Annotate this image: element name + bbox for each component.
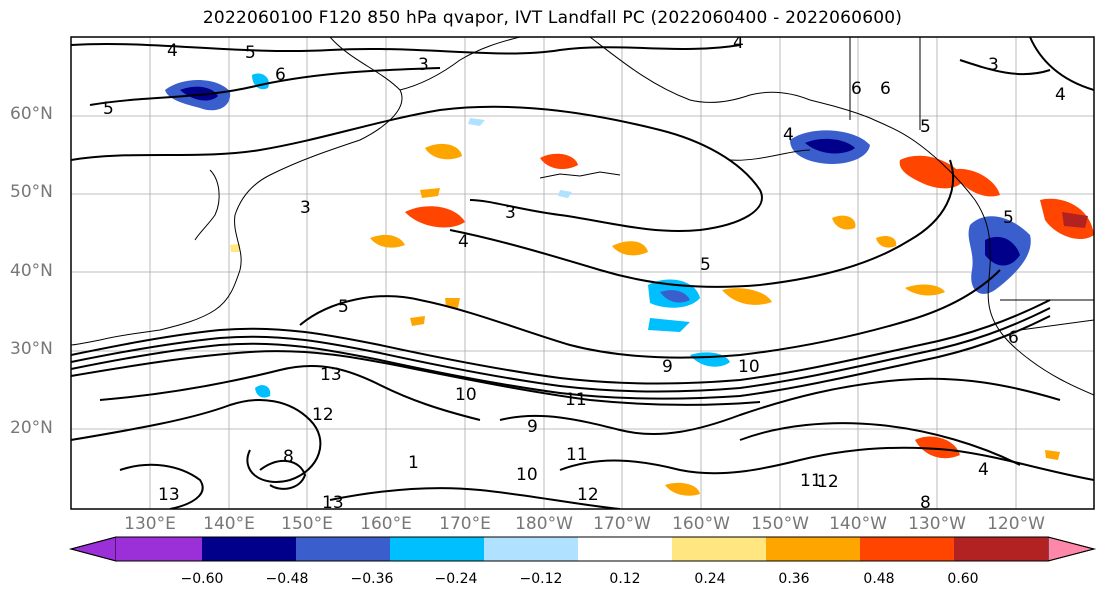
colorbar-swatch: [484, 537, 578, 561]
colorbar-swatch: [860, 537, 954, 561]
contour-label: 12: [312, 405, 334, 425]
colorbar-swatch: [390, 537, 484, 561]
colorbar-swatch: [672, 537, 766, 561]
contour-label: 4: [458, 232, 469, 252]
contour-label: 12: [817, 472, 839, 492]
contour-label: 6: [1008, 328, 1019, 348]
colorbar-tick-label: −0.24: [434, 571, 478, 587]
lat-label: 60°N: [10, 104, 53, 124]
contour-label: 4: [733, 33, 744, 53]
lon-label: 170°W: [593, 514, 651, 534]
lon-label: 160°W: [672, 514, 730, 534]
contour-label: 13: [320, 365, 342, 385]
colorbar-extend-high: [1047, 536, 1096, 562]
contour-label: 10: [516, 465, 538, 485]
contour-label: 5: [920, 117, 931, 137]
colorbar-tick-label: −0.60: [180, 571, 224, 587]
lon-label: 170°E: [439, 514, 491, 534]
lat-label: 20°N: [10, 418, 53, 438]
lon-label: 140°E: [203, 514, 255, 534]
contour-label: 3: [300, 198, 311, 218]
colorbar-tick-label: −0.12: [519, 571, 563, 587]
contour-label: 11: [566, 445, 588, 465]
contour-label: 4: [978, 460, 989, 480]
colorbar-tick-label: −0.36: [350, 571, 394, 587]
contour-label: 5: [700, 255, 711, 275]
contour-label: 3: [988, 55, 999, 75]
lon-label: 150°E: [281, 514, 333, 534]
contour-label: 13: [158, 485, 180, 505]
contour-label: 5: [103, 99, 114, 119]
lon-label: 130°W: [908, 514, 966, 534]
colorbar-tick-label: 0.24: [694, 571, 726, 587]
contour-label: 11: [800, 471, 822, 491]
map-title: 2022060100 F120 850 hPa qvapor, IVT Land…: [202, 8, 903, 28]
lon-label: 130°E: [124, 514, 176, 534]
contour-label: 3: [505, 203, 516, 223]
lon-label: 140°W: [829, 514, 887, 534]
lon-label: 120°W: [987, 514, 1045, 534]
contour-label: 1: [408, 453, 419, 473]
contour-label: 4: [783, 125, 794, 145]
contour-label: 6: [851, 79, 862, 99]
contour-label: 12: [577, 485, 599, 505]
contour-label: 8: [920, 493, 931, 513]
coastlines: [71, 37, 1094, 396]
colorbar-swatch: [578, 537, 672, 561]
lon-label: 180°W: [515, 514, 573, 534]
colorbar-swatch: [766, 537, 860, 561]
map-field: 4 5 3 6 5 4 3 3 4 5 4 5 6 6 4 3 5 13 12 …: [71, 33, 1094, 513]
lat-label: 50°N: [10, 182, 53, 202]
colorbar-tick-label: 0.60: [947, 571, 979, 587]
lon-label: 160°E: [360, 514, 412, 534]
contour-label: 9: [527, 417, 538, 437]
colorbar-swatch: [202, 537, 296, 561]
contour-label: 10: [455, 385, 477, 405]
contour-label: 5: [338, 297, 349, 317]
contour-label: 4: [167, 41, 178, 61]
contour-label: 6: [275, 65, 286, 85]
colorbar-swatch: [296, 537, 390, 561]
contour-label: 11: [565, 390, 587, 410]
lat-label: 30°N: [10, 339, 53, 359]
colorbar-tick-label: 0.36: [778, 571, 810, 587]
colorbar-tick-label: −0.48: [265, 571, 309, 587]
contour-label: 13: [322, 493, 344, 513]
colorbar-swatch: [116, 537, 202, 561]
colorbar: [69, 536, 1096, 562]
colorbar-tick-label: 0.48: [863, 571, 895, 587]
lat-label: 40°N: [10, 261, 53, 281]
contour-label: 10: [738, 357, 760, 377]
contour-label: 3: [418, 55, 429, 75]
contour-label: 5: [245, 43, 256, 63]
colorbar-swatch: [954, 537, 1048, 561]
contour-label-group: 4 5 3 6 5 4 3 3 4 5 4 5 6 6 4 3 5 13 12 …: [103, 33, 1066, 513]
contour-label: 8: [283, 447, 294, 467]
map-frame: [70, 36, 1095, 510]
contour-lines: [71, 37, 1094, 509]
colorbar-extend-low: [69, 536, 117, 562]
contour-label: 5: [1003, 208, 1014, 228]
colorbar-outline: [69, 536, 1096, 562]
contour-label: 9: [662, 357, 673, 377]
contour-label: 6: [880, 79, 891, 99]
contour-label: 4: [1055, 85, 1066, 105]
colorbar-tick-label: 0.12: [609, 571, 641, 587]
lon-label: 150°W: [751, 514, 809, 534]
